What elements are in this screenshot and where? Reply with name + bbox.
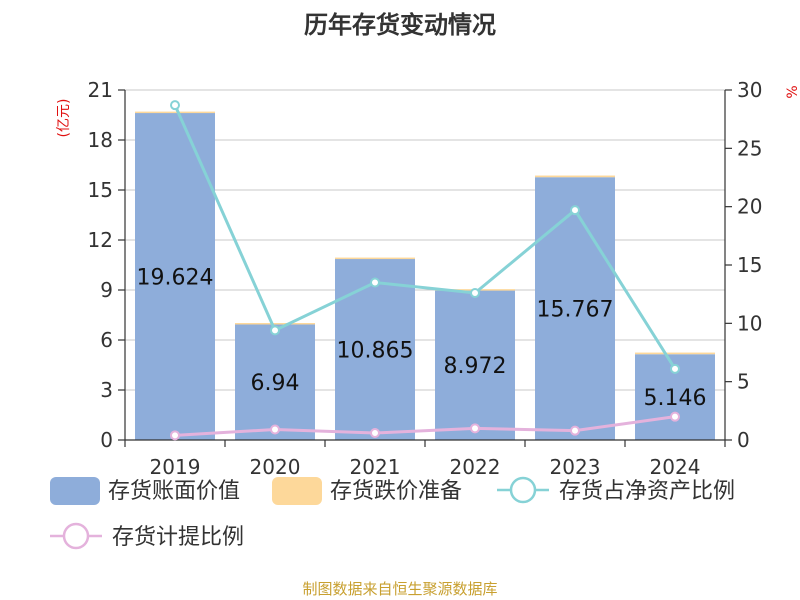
ratio-net-assets-point <box>270 325 280 336</box>
legend-marker <box>62 522 90 550</box>
x-tick-label: 2024 <box>650 455 701 479</box>
left-tick-label: 3 <box>100 378 113 402</box>
bar-2020 <box>235 324 315 440</box>
provision-ratio-point <box>470 423 480 434</box>
bar-value-label: 8.972 <box>444 354 507 379</box>
legend-label: 存货账面价值 <box>108 479 240 504</box>
legend-item: 存货占净资产比例 <box>497 476 735 504</box>
bar-2022 <box>435 290 515 440</box>
bar-value-label: 5.146 <box>644 386 707 411</box>
provision-ratio-line <box>174 415 676 437</box>
legend-label: 存货占净资产比例 <box>559 479 735 504</box>
ratio-net-assets-point <box>470 288 480 298</box>
legend-label: 存货跌价准备 <box>330 479 462 504</box>
provision-bar-2024 <box>635 352 715 355</box>
legend-marker <box>509 476 537 504</box>
bar-value-label: 10.865 <box>337 338 414 363</box>
left-tick-label: 18 <box>88 128 113 152</box>
left-tick-label: 21 <box>88 78 113 102</box>
provision-bar-2019 <box>135 111 215 114</box>
legend-swatch <box>50 477 100 505</box>
right-axis-unit: % <box>785 85 800 98</box>
right-tick-label: 30 <box>737 78 762 102</box>
x-tick-label: 2020 <box>250 455 301 479</box>
bars <box>135 111 715 440</box>
bar-value-label: 19.624 <box>137 265 214 290</box>
lines <box>170 100 680 441</box>
provision-bar-2023 <box>535 175 615 178</box>
provision-ratio-point <box>270 424 280 435</box>
bar-2021 <box>335 258 415 440</box>
right-tick-label: 10 <box>737 311 762 335</box>
provision-ratio-point <box>170 430 180 441</box>
left-axis-unit: (亿元) <box>56 99 72 138</box>
x-tick-label: 2021 <box>350 455 401 479</box>
legend-item: 存货跌价准备 <box>272 477 462 505</box>
left-tick-label: 15 <box>88 178 113 202</box>
left-tick-label: 12 <box>88 228 113 252</box>
legend-item: 存货计提比例 <box>50 522 244 550</box>
right-tick-label: 0 <box>737 428 750 452</box>
ratio-net-assets-point <box>570 205 580 216</box>
ratio-net-assets-line <box>173 104 677 370</box>
provision-bar-2020 <box>235 323 315 325</box>
legend-swatch <box>272 477 322 505</box>
legend-item: 存货账面价值 <box>50 477 240 505</box>
right-tick-label: 15 <box>737 253 762 277</box>
bar-value-label: 6.94 <box>251 371 300 396</box>
bar-labels: 19.624 6.94 10.865 8.972 15.767 5.146 <box>137 265 707 411</box>
left-tick-label: 9 <box>100 278 113 302</box>
right-tick-label: 20 <box>737 195 762 219</box>
ratio-net-assets-point <box>370 277 380 288</box>
x-tick-label: 2019 <box>150 455 201 479</box>
ratio-net-assets-point <box>670 363 680 374</box>
ratio-net-assets-point <box>170 100 180 111</box>
gridlines <box>125 89 725 391</box>
source-note: 制图数据来自恒生聚源数据库 <box>302 580 497 598</box>
legend-label: 存货计提比例 <box>112 525 244 550</box>
provision-ratio-point <box>570 425 580 436</box>
x-tick-label: 2022 <box>450 455 501 479</box>
right-tick-label: 25 <box>737 136 762 160</box>
ticks: 0 3 6 9 12 15 18 21 0 5 10 15 20 25 30 2019 2020 2021 2022… <box>88 78 763 479</box>
left-tick-label: 6 <box>100 328 113 352</box>
provision-bar-2021 <box>335 257 415 260</box>
x-tick-label: 2023 <box>550 455 601 479</box>
bar-2023 <box>535 177 615 440</box>
bar-value-label: 15.767 <box>537 298 614 323</box>
chart-title: 历年存货变动情况 <box>304 11 496 39</box>
left-tick-label: 0 <box>100 428 113 452</box>
right-tick-label: 5 <box>737 370 750 394</box>
provision-ratio-point <box>670 411 680 422</box>
provision-ratio-point <box>370 428 380 438</box>
